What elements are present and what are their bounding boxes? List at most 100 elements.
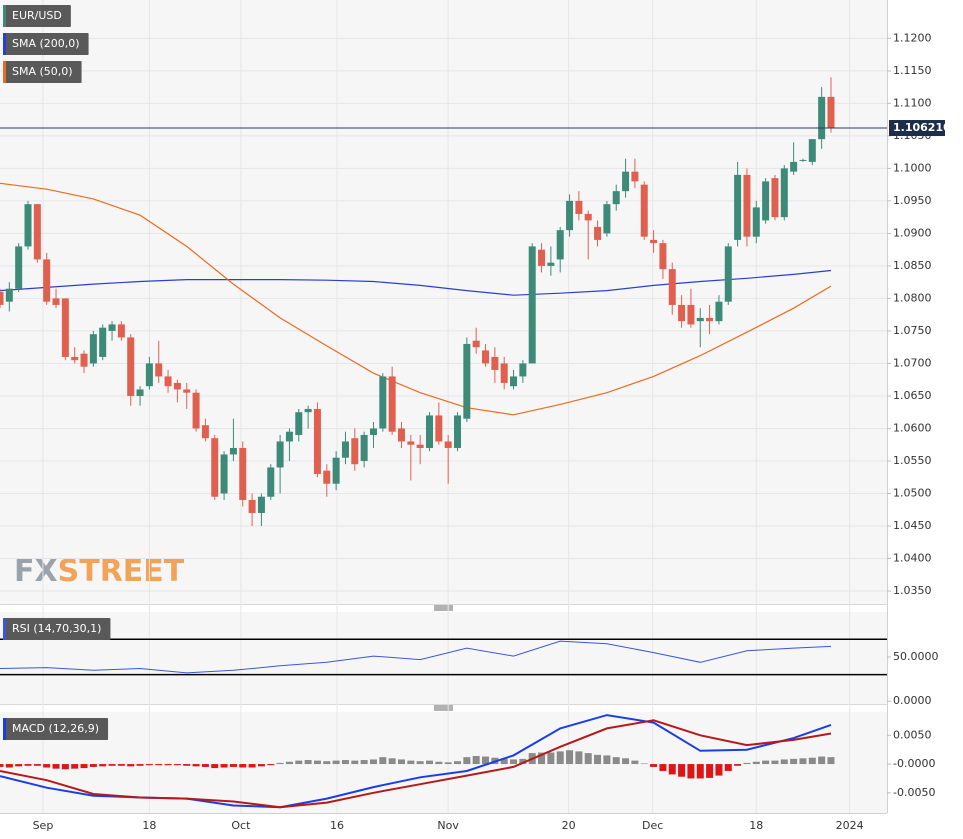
candle-body [528, 246, 536, 364]
histogram-bar [89, 764, 97, 767]
legend-box [3, 718, 109, 740]
histogram-bar [603, 755, 611, 765]
watermark: FXSTREET [14, 554, 185, 589]
candle-body [173, 382, 181, 390]
histogram-bar [510, 759, 518, 765]
candle-body [43, 259, 51, 302]
candle-body [117, 324, 125, 338]
candle-body [276, 441, 284, 468]
histogram-bar [313, 760, 321, 765]
candle-body [239, 447, 247, 500]
histogram-bar [575, 751, 583, 765]
candle-body [575, 200, 583, 214]
histogram-bar [285, 761, 293, 765]
legend-box [3, 5, 71, 27]
candle-body [668, 269, 676, 305]
histogram-bar [332, 760, 340, 765]
histogram-bar [15, 764, 23, 767]
candle-body [145, 363, 153, 387]
histogram-bar [678, 764, 686, 777]
y-tick-label: 1.0450 [893, 519, 932, 532]
last-price-box [889, 120, 945, 137]
histogram-bar [566, 750, 574, 765]
histogram-bar [192, 764, 200, 767]
candle-body [220, 454, 228, 494]
histogram-bar [734, 764, 742, 766]
candle-body [780, 168, 788, 218]
histogram-bar [425, 760, 433, 765]
candle-body [15, 246, 23, 289]
histogram-bar [276, 762, 284, 765]
histogram-bar [808, 757, 816, 765]
candle-body [89, 334, 97, 364]
histogram-bar [360, 760, 368, 765]
histogram-bar [790, 758, 798, 765]
histogram-bar [239, 764, 247, 768]
macd-panel [0, 712, 887, 813]
histogram-bar [351, 760, 359, 765]
candle-body [80, 353, 88, 367]
candle-body [556, 230, 564, 260]
watermark-street: STREET [58, 554, 185, 589]
candle-body [818, 96, 826, 140]
candle-body [594, 226, 602, 240]
y-tick-label: 1.0700 [893, 356, 932, 369]
panel-layer: 50.0000 0.0000 [0, 638, 939, 707]
y-tick-label: 1.1100 [893, 96, 932, 109]
candle-body [454, 415, 462, 448]
candle-body [257, 496, 265, 513]
histogram-bar [696, 764, 704, 779]
histogram-bar [659, 764, 667, 771]
candle-body [678, 304, 686, 322]
y-tick-label: 1.0650 [893, 389, 932, 402]
histogram-bar [155, 764, 163, 766]
candle-body [304, 408, 312, 413]
legend-box [3, 618, 111, 640]
histogram-bar [43, 764, 51, 768]
y-tick-label: 1.0600 [893, 421, 932, 434]
histogram-bar [538, 752, 546, 765]
candle-body [519, 363, 527, 377]
histogram-bar [687, 764, 695, 779]
candle-body [183, 389, 191, 393]
histogram-bar [556, 751, 564, 765]
histogram-bar [295, 760, 303, 765]
legend-label: MACD (12,26,9) [12, 722, 99, 735]
histogram-bar [622, 758, 630, 765]
histogram-bar [435, 761, 443, 765]
legend-label: RSI (14,70,30,1) [12, 622, 101, 635]
panel-layer: 0.0050 -0.0000 -0.0050 [0, 714, 935, 809]
histogram-bar [99, 764, 107, 767]
candle-body [472, 340, 480, 348]
resize-handle[interactable] [434, 605, 453, 711]
histogram-bar [145, 764, 153, 766]
candle-body [192, 392, 200, 429]
candle-body [285, 431, 293, 442]
candle-body [360, 434, 368, 461]
candle-body [771, 178, 779, 218]
histogram-bar [827, 757, 835, 765]
histogram-bar [33, 764, 41, 766]
candle-body [640, 184, 648, 237]
histogram-bar [780, 759, 788, 765]
y-tick-label: 1.0800 [893, 291, 932, 304]
histogram-bar [650, 764, 658, 767]
histogram-bar [323, 761, 331, 765]
legend-box [3, 61, 82, 83]
candle-body [743, 174, 751, 237]
legend-swatch [3, 718, 6, 740]
y-tick-label: 50.0000 [893, 650, 939, 663]
histogram-bar [0, 764, 4, 767]
candle-body [201, 425, 209, 439]
candle-body [603, 204, 611, 234]
histogram-bar [799, 758, 807, 765]
candle-body [612, 191, 620, 205]
histogram-bar [183, 764, 191, 766]
histogram-bar [173, 764, 181, 766]
series-line [0, 269, 832, 296]
histogram-bar [631, 760, 639, 765]
histogram-bar [248, 764, 256, 768]
x-tick-label: 18 [749, 819, 763, 832]
